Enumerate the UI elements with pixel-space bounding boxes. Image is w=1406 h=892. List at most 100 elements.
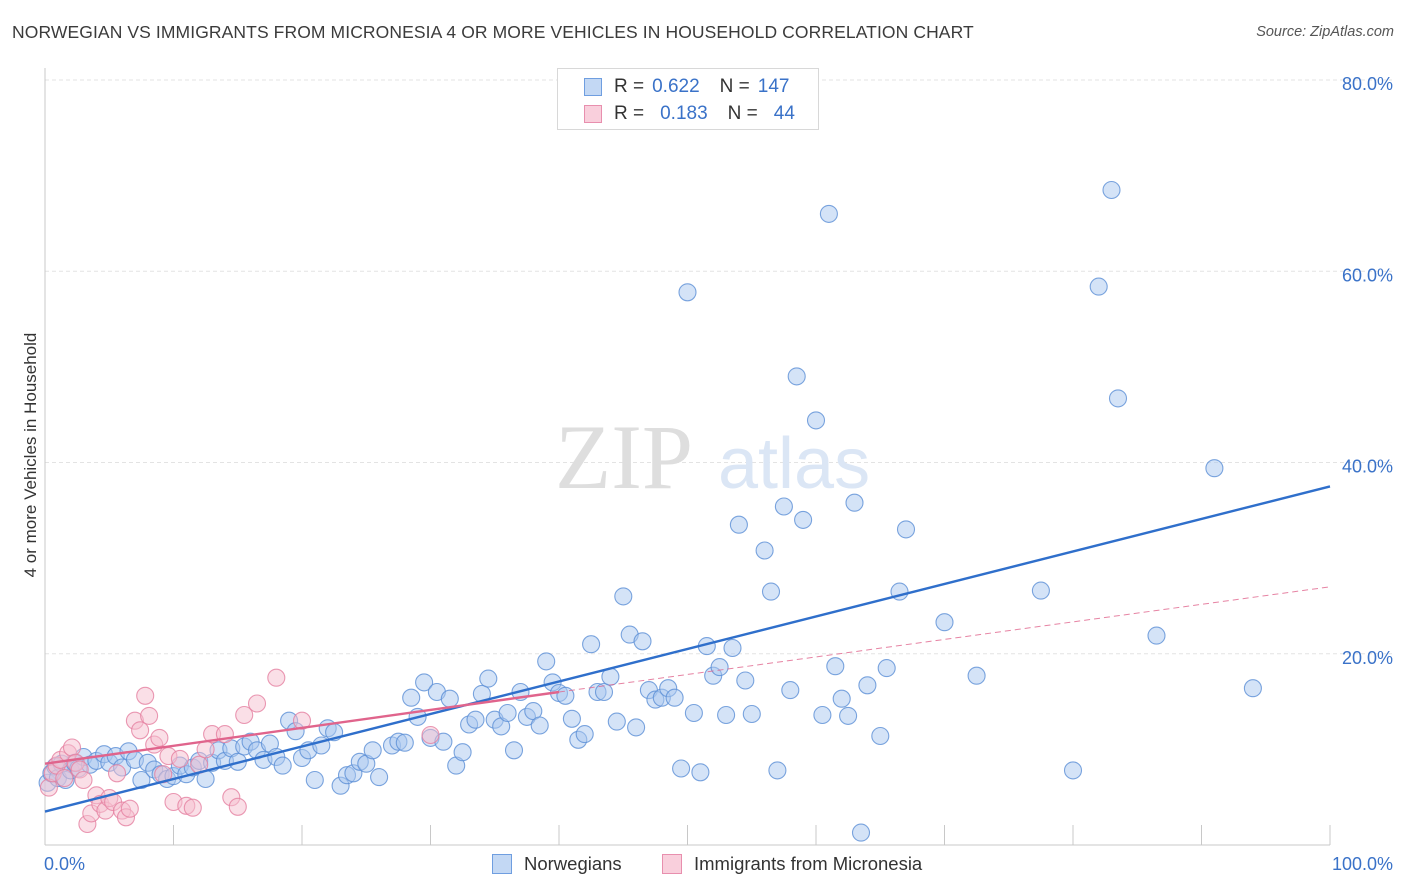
norwegian-point <box>774 497 793 516</box>
bottom-legend-norwegians: Norwegians <box>492 852 622 876</box>
micronesia-point <box>235 705 254 725</box>
micronesia-point <box>228 797 247 816</box>
legend-swatch-pink <box>584 105 602 123</box>
norwegian-point <box>672 759 691 778</box>
norwegian-point <box>1089 277 1108 296</box>
norwegian-point <box>537 652 556 671</box>
norwegian-point <box>871 726 890 746</box>
norwegian-point <box>627 718 646 737</box>
micronesia-point <box>292 711 312 730</box>
norwegian-point <box>684 703 703 723</box>
legend-n-value: 147 <box>757 76 790 97</box>
micronesia-point <box>62 738 82 757</box>
norwegian-point <box>851 823 871 842</box>
y-tick-label: 80.0% <box>1342 74 1393 94</box>
norwegian-point <box>1205 459 1224 478</box>
axes <box>44 68 1331 846</box>
norwegian-trend-line <box>44 485 1331 813</box>
norwegian-point <box>819 204 838 223</box>
data-points <box>38 180 1262 842</box>
norwegian-point <box>935 613 954 632</box>
norwegian-point <box>755 541 774 560</box>
y-tick-label: 40.0% <box>1342 457 1393 477</box>
norwegian-point <box>832 689 851 708</box>
micronesia-point <box>421 725 440 745</box>
norwegian-point <box>370 768 389 787</box>
norwegian-point <box>665 688 684 707</box>
norwegian-point <box>1031 581 1050 600</box>
gridlines <box>45 79 1392 655</box>
micronesia-point <box>107 764 127 783</box>
norwegian-point <box>877 659 896 678</box>
norwegian-point <box>967 666 986 685</box>
y-tick-label: 60.0% <box>1342 265 1393 285</box>
norwegian-point <box>562 709 581 728</box>
norwegian-point <box>845 493 864 512</box>
bottom-legend-swatch-blue <box>492 854 512 874</box>
norwegian-point <box>742 704 761 724</box>
norwegian-point <box>440 689 459 708</box>
norwegian-point <box>806 411 826 430</box>
micronesia-point <box>74 770 93 790</box>
trend-lines <box>44 485 1331 813</box>
micronesia-point <box>150 728 169 747</box>
norwegian-point <box>1108 389 1128 408</box>
norwegian-point <box>504 741 524 760</box>
legend-swatch-blue <box>584 78 602 96</box>
legend-r-label: R = <box>614 76 645 97</box>
x-tick-label: 100.0% <box>1332 854 1393 874</box>
bottom-legend-label: Immigrants from Micronesia <box>694 853 923 874</box>
micronesia-point <box>247 694 267 713</box>
legend-n-value: 44 <box>773 103 795 124</box>
tick-labels: 20.0% 40.0% 60.0% 80.0% 0.0% 100.0% <box>44 74 1393 874</box>
norwegian-point <box>453 743 472 762</box>
watermark: ZIP atlas <box>555 406 870 508</box>
norwegian-point <box>1063 761 1083 780</box>
norwegian-point <box>466 710 485 729</box>
norwegian-point <box>402 688 421 707</box>
norwegian-point <box>273 756 292 775</box>
norwegian-point <box>607 712 626 731</box>
norwegian-point <box>132 770 151 790</box>
legend-row-norwegians: R = 0.622 N = 147 <box>584 75 789 99</box>
micronesia-point <box>196 740 215 759</box>
source-label: Source: ZipAtlas.com <box>1256 24 1394 40</box>
legend-n-label: N = <box>727 103 758 124</box>
watermark-atlas: atlas <box>718 424 870 504</box>
norwegian-point <box>896 520 916 539</box>
norwegian-point <box>479 669 498 688</box>
correlation-legend: R = 0.622 N = 147 R = 0.183 N = 44 <box>557 68 819 130</box>
norwegian-point <box>723 638 742 658</box>
legend-r-value: 0.622 <box>652 76 700 97</box>
micronesia-point <box>55 769 74 788</box>
norwegian-point <box>415 673 434 692</box>
norwegian-point <box>781 681 800 700</box>
norwegian-point <box>736 671 755 690</box>
micronesia-point <box>131 721 150 740</box>
norwegian-point <box>530 716 549 735</box>
y-tick-label: 20.0% <box>1342 648 1393 668</box>
norwegian-point <box>305 770 324 790</box>
norwegian-point <box>813 705 832 725</box>
micronesia-point <box>140 706 159 725</box>
norwegian-point <box>594 682 614 702</box>
norwegian-point <box>794 510 813 529</box>
norwegian-point <box>858 676 877 695</box>
micronesia-point <box>136 686 155 705</box>
watermark-zip: ZIP <box>555 406 693 508</box>
norwegian-point <box>787 367 806 386</box>
norwegian-point <box>614 587 633 606</box>
micronesia-point <box>267 668 286 687</box>
norwegian-point <box>575 725 594 744</box>
micronesia-point <box>183 798 202 817</box>
legend-row-micronesia: R = 0.183 N = 44 <box>584 102 795 126</box>
chart-title: NORWEGIAN VS IMMIGRANTS FROM MICRONESIA … <box>12 22 974 42</box>
norwegian-point <box>710 658 729 677</box>
bottom-legend-micronesia: Immigrants from Micronesia <box>662 852 922 876</box>
norwegian-point <box>1102 180 1121 200</box>
norwegian-point <box>498 703 517 723</box>
norwegian-point <box>678 283 697 302</box>
micronesia-point <box>170 749 189 768</box>
micronesia-point <box>120 799 139 818</box>
legend-r-label: R = <box>614 103 645 124</box>
